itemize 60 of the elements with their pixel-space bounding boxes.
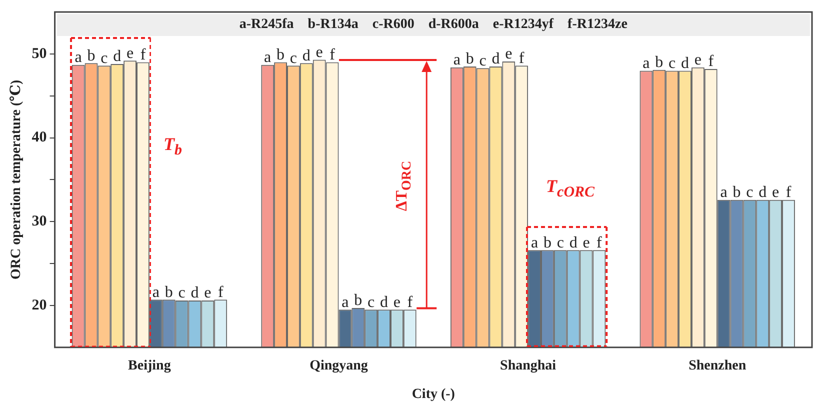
- data-label: c: [746, 184, 754, 202]
- data-label: e: [126, 44, 134, 62]
- x-tick-label: Shenzhen: [688, 358, 746, 374]
- data-label: f: [330, 46, 336, 64]
- data-label: b: [543, 234, 552, 252]
- data-label: b: [164, 284, 173, 301]
- y-tick-label: 30: [32, 214, 47, 230]
- data-label: c: [290, 50, 298, 67]
- data-label: b: [732, 184, 741, 202]
- data-label: e: [582, 234, 590, 252]
- data-label: d: [380, 294, 388, 311]
- data-label: c: [479, 52, 486, 70]
- data-label: c: [100, 50, 108, 67]
- y-tick-label: 50: [32, 46, 47, 62]
- y-tick-label: 40: [32, 130, 47, 146]
- data-label: f: [708, 53, 714, 70]
- data-label: e: [772, 184, 780, 202]
- data-label: d: [492, 50, 500, 68]
- data-label: b: [655, 54, 664, 72]
- x-axis-title: City (-): [412, 387, 456, 402]
- data-label: b: [87, 47, 96, 64]
- data-label: f: [218, 284, 224, 301]
- data-label: d: [113, 48, 122, 66]
- data-label: a: [642, 54, 650, 72]
- data-label: a: [74, 49, 82, 66]
- y-axis-title: ORC operation temperature (℃): [9, 80, 24, 280]
- y-tick-label: 20: [32, 297, 47, 314]
- data-label: a: [342, 294, 349, 311]
- x-tick-label: Beijing: [128, 358, 171, 374]
- data-label: f: [407, 294, 414, 311]
- data-label: b: [276, 46, 285, 64]
- data-label: f: [786, 184, 792, 202]
- annotation: T$_{cORC}$: [546, 176, 595, 202]
- data-label: e: [505, 46, 512, 63]
- data-label: a: [530, 234, 538, 252]
- data-label: d: [758, 184, 767, 202]
- x-tick-label: Shanghai: [500, 358, 556, 374]
- data-label: f: [140, 46, 146, 64]
- data-label: d: [681, 54, 690, 72]
- data-label: a: [152, 284, 160, 301]
- data-label: e: [694, 52, 702, 69]
- data-label: a: [453, 52, 460, 69]
- data-label: d: [569, 234, 578, 252]
- data-label: c: [178, 284, 186, 302]
- annotation: T$_{b}$: [163, 134, 182, 160]
- data-label: f: [596, 234, 603, 252]
- data-label: e: [204, 284, 212, 302]
- x-tick-label: Qingyang: [310, 358, 368, 374]
- data-label: f: [518, 50, 525, 67]
- data-label: c: [668, 54, 676, 72]
- data-label: d: [302, 47, 310, 64]
- data-label: a: [264, 49, 272, 66]
- data-label: d: [190, 284, 199, 302]
- data-label: a: [720, 184, 728, 202]
- data-label: b: [466, 50, 474, 68]
- data-label: c: [556, 234, 564, 252]
- data-label: b: [354, 292, 362, 310]
- data-label: c: [368, 294, 375, 311]
- data-label: e: [316, 44, 323, 61]
- data-label: e: [393, 294, 401, 311]
